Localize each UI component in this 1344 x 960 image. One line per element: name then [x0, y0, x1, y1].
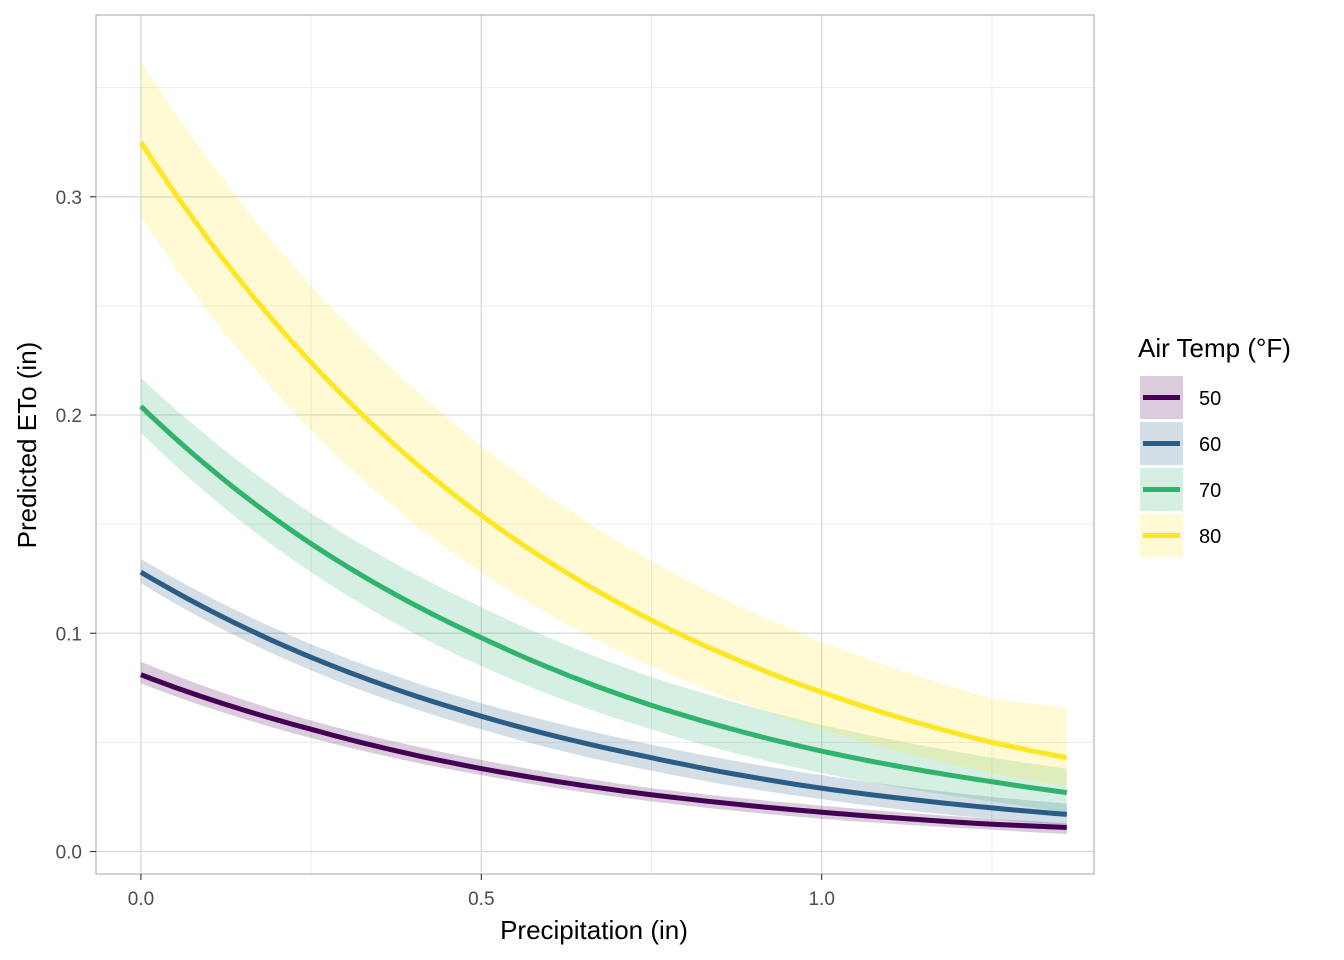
series-lines [138, 140, 1068, 830]
x-tick-label: 1.0 [808, 889, 834, 910]
confidence-ribbons [140, 61, 1067, 835]
y-tick-label: 0.1 [56, 624, 82, 645]
legend-item-50: 50 [1140, 376, 1221, 419]
legend-item-80: 80 [1140, 514, 1221, 557]
legend-item-70: 70 [1140, 468, 1221, 511]
line-60 [139, 570, 1067, 817]
grid [96, 15, 1094, 874]
ribbon-80 [140, 61, 1067, 786]
y-tick-label: 0.2 [56, 406, 82, 427]
y-tick-label: 0.3 [56, 188, 82, 209]
legend-label: 50 [1199, 388, 1221, 410]
legend: Air Temp (°F) 50 60 70 80 [1138, 333, 1291, 557]
legend-label: 60 [1199, 434, 1221, 456]
legend-item-60: 60 [1140, 422, 1221, 465]
x-axis-ticks: 0.0 0.5 1.0 [128, 874, 835, 910]
x-tick-label: 0.0 [128, 889, 154, 910]
legend-title: Air Temp (°F) [1138, 333, 1291, 363]
line-50 [140, 672, 1067, 830]
ribbon-70 [140, 377, 1067, 813]
legend-label: 70 [1199, 480, 1221, 502]
legend-label: 80 [1199, 526, 1221, 548]
ribbon-60 [140, 559, 1067, 826]
y-tick-label: 0.0 [56, 843, 82, 864]
panel-border [95, 14, 1095, 875]
x-tick-label: 0.5 [468, 889, 494, 910]
x-axis-title: Precipitation (in) [500, 915, 688, 945]
line-70 [139, 404, 1068, 796]
line-80 [138, 140, 1068, 761]
y-axis-title: Predicted ETo (in) [12, 342, 42, 549]
y-axis-ticks: 0.0 0.1 0.2 0.3 [56, 188, 96, 864]
